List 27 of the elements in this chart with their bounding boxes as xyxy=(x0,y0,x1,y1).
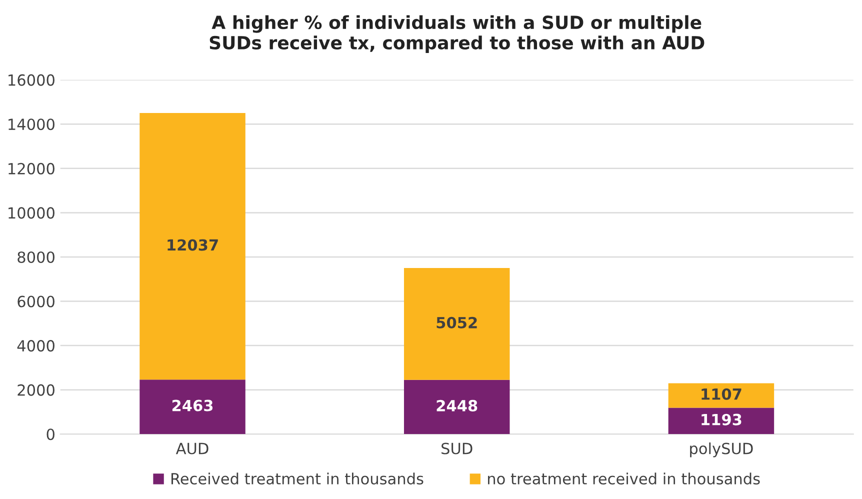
y-tick-label: 16000 xyxy=(8,74,54,86)
bar xyxy=(140,113,246,380)
bar xyxy=(404,268,510,380)
data-label: 5052 xyxy=(436,316,477,328)
chart-title: A higher % of individuals with a SUD or multiple SUDs receive tx, compared to those with an AUD xyxy=(210,15,704,54)
x-tick-label: polySUD xyxy=(690,442,753,458)
y-tick-label: 8000 xyxy=(18,251,54,264)
data-label: 1193 xyxy=(702,414,742,426)
y-tick-label: 4000 xyxy=(17,340,54,352)
y-tick-label: 6000 xyxy=(18,296,54,308)
x-tick-label: AUD xyxy=(176,442,208,454)
data-label: 2463 xyxy=(172,400,213,412)
legend-label: no treatment received in thousands xyxy=(488,472,760,485)
y-tick-label: 12000 xyxy=(8,162,54,174)
y-tick-label: 14000 xyxy=(8,118,54,130)
bar xyxy=(140,380,246,434)
y-tick-label: 10000 xyxy=(8,207,54,219)
x-tick-label: SUD xyxy=(442,442,472,454)
y-tick-label: 0 xyxy=(46,428,54,440)
data-label: 1107 xyxy=(702,388,742,400)
y-tick-label: 2000 xyxy=(18,384,54,396)
bar xyxy=(668,408,774,434)
legend-label: Received treatment in thousands xyxy=(171,472,424,485)
bar xyxy=(668,383,774,408)
data-label: 12037 xyxy=(168,239,218,251)
data-label: 2448 xyxy=(436,400,478,412)
bar xyxy=(404,380,510,434)
